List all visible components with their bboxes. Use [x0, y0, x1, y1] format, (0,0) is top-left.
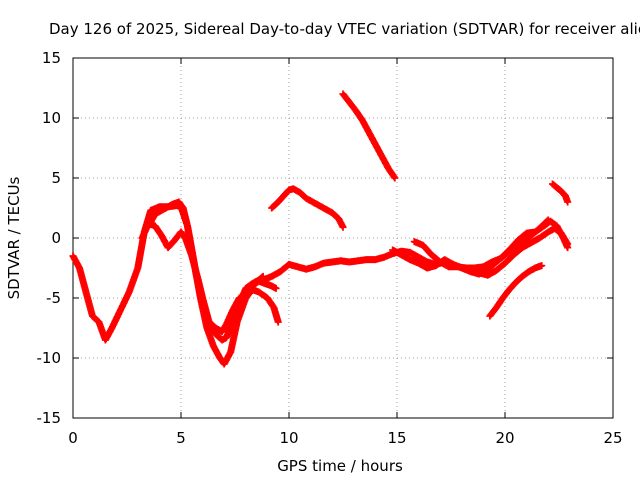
- data-point: [272, 284, 280, 292]
- series-track-7: [268, 185, 347, 231]
- series-track-8: [339, 90, 399, 182]
- data-point: [543, 217, 551, 225]
- data-point: [564, 244, 572, 252]
- data-point: [538, 262, 546, 270]
- y-axis-title: SDTVAR / TECUs: [5, 176, 23, 299]
- data-points: [69, 90, 572, 368]
- series-track-9: [486, 262, 546, 320]
- y-tick-label: 0: [51, 229, 61, 247]
- x-tick-label: 25: [603, 429, 622, 447]
- data-point: [544, 216, 552, 224]
- y-tick-label: -5: [46, 289, 61, 307]
- x-axis-title: GPS time / hours: [277, 457, 403, 475]
- y-tick-label: 15: [42, 49, 61, 67]
- data-point: [564, 198, 572, 206]
- x-tick-label: 0: [68, 429, 78, 447]
- y-tick-label: 10: [42, 109, 61, 127]
- data-point: [274, 318, 282, 326]
- x-tick-label: 15: [387, 429, 406, 447]
- data-point: [391, 174, 399, 182]
- data-point: [339, 223, 347, 231]
- chart-title: Day 126 of 2025, Sidereal Day-to-day VTE…: [49, 20, 640, 38]
- y-tick-label: 5: [51, 169, 61, 187]
- x-tick-label: 20: [495, 429, 514, 447]
- x-tick-label: 5: [176, 429, 186, 447]
- y-tick-label: -10: [37, 349, 62, 367]
- grid-lines: [73, 58, 613, 418]
- axis-ticks: 0 5 10 15 20 25 -15 -10 -5 0 5 10 15: [37, 49, 623, 447]
- series-track-6: [389, 216, 552, 278]
- x-tick-label: 10: [279, 429, 298, 447]
- series-track-2: [138, 220, 267, 344]
- series-track-3: [145, 198, 280, 336]
- y-tick-label: -15: [37, 409, 62, 427]
- series-track-10: [549, 180, 572, 206]
